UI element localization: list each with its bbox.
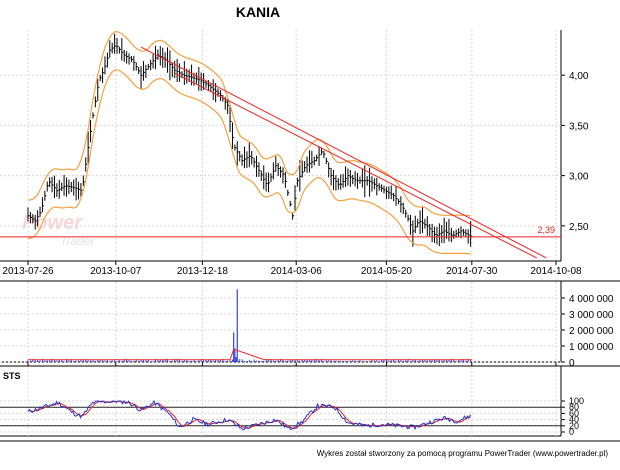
price-series bbox=[27, 30, 473, 255]
date-tick-label: 2014-10-08 bbox=[530, 266, 582, 277]
sts-tick-label: 100 bbox=[569, 396, 584, 406]
sts-tick-label: 60 bbox=[569, 408, 579, 418]
support-line-label: 2,39 bbox=[537, 225, 555, 235]
volume-tick-label: 1 000 000 bbox=[569, 342, 614, 353]
volume-tick-label: 0 bbox=[569, 358, 575, 369]
volume-bars bbox=[27, 289, 472, 362]
envelope-lower-line bbox=[27, 69, 471, 255]
price-tick-label: 2,50 bbox=[569, 222, 589, 233]
sts-tick-label: 0 bbox=[569, 427, 574, 437]
trend-lines bbox=[140, 46, 547, 259]
footer-credit: Wykres został stworzony za pomocą progra… bbox=[317, 449, 609, 458]
volume-tick-label: 2 000 000 bbox=[569, 326, 614, 337]
sts-tick-label: 40 bbox=[569, 415, 579, 425]
support-line-group: 2,39 bbox=[0, 225, 561, 238]
chart-title: KANIA bbox=[236, 4, 280, 20]
volume-average-line bbox=[28, 348, 472, 361]
sts-series bbox=[27, 399, 471, 431]
sts-tick-label: 80 bbox=[569, 402, 579, 412]
trend-line bbox=[174, 72, 537, 259]
volume-axis-ticks: 4 000 000 3 000 000 2 000 000 1 000 000 0 bbox=[561, 294, 614, 369]
date-tick-label: 2013-10-07 bbox=[90, 266, 142, 277]
price-gridlines bbox=[0, 30, 561, 261]
sts-gridlines bbox=[0, 367, 561, 436]
date-axis-ticks: 2013-07-26 2013-10-07 2013-12-18 2014-03-06… bbox=[2, 261, 582, 366]
sts-fast-line bbox=[27, 399, 471, 431]
volume-tick-label: 4 000 000 bbox=[569, 294, 614, 305]
price-tick-label: 3,00 bbox=[569, 172, 589, 183]
date-tick-label: 2014-07-30 bbox=[446, 266, 498, 277]
price-tick-label: 4,00 bbox=[569, 71, 589, 82]
watermark-word-1: Power bbox=[22, 212, 83, 234]
date-tick-label: 2013-12-18 bbox=[177, 266, 229, 277]
price-axis-ticks: 4,00 3,50 3,00 2,50 bbox=[561, 71, 589, 233]
date-tick-label: 2013-07-26 bbox=[2, 266, 54, 277]
envelope-upper-line bbox=[27, 30, 471, 217]
trend-line bbox=[140, 46, 547, 259]
volume-tick-label: 3 000 000 bbox=[569, 310, 614, 321]
sts-pane-label: STS bbox=[3, 371, 21, 381]
sts-tick-label: 20 bbox=[569, 421, 579, 431]
date-tick-label: 2014-05-20 bbox=[361, 266, 413, 277]
watermark-word-2: Trader bbox=[60, 234, 95, 248]
date-tick-label: 2014-03-06 bbox=[271, 266, 323, 277]
price-tick-label: 3,50 bbox=[569, 121, 589, 132]
